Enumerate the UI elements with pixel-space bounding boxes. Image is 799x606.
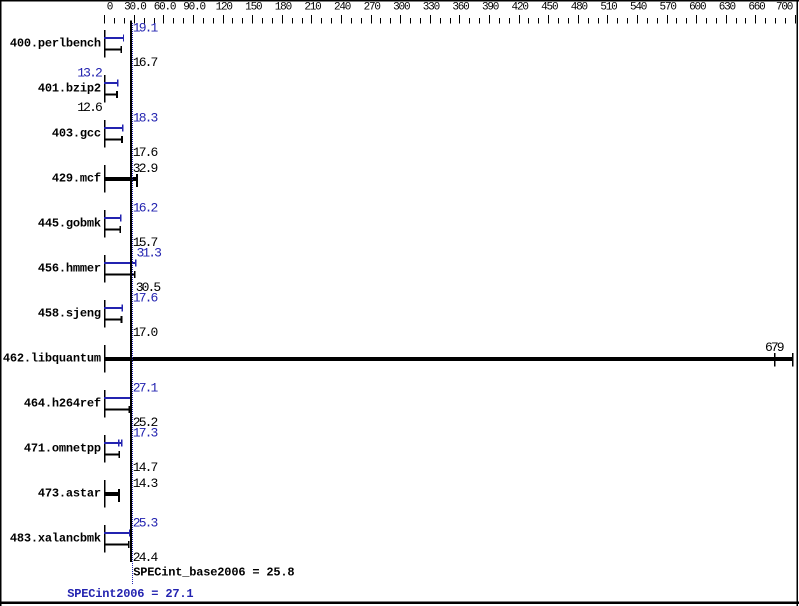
svg-text:600: 600 (689, 2, 706, 14)
svg-text:31.3: 31.3 (136, 246, 161, 261)
svg-text:473.astar: 473.astar (38, 487, 101, 501)
svg-text:300: 300 (393, 2, 410, 14)
svg-text:540: 540 (630, 2, 647, 14)
svg-text:30.5: 30.5 (136, 280, 161, 295)
svg-text:400.perlbench: 400.perlbench (10, 37, 101, 51)
svg-text:480: 480 (571, 2, 588, 14)
svg-text:464.h264ref: 464.h264ref (24, 397, 101, 411)
svg-text:90.0: 90.0 (183, 2, 205, 14)
svg-text:14.3: 14.3 (133, 476, 158, 491)
svg-text:150: 150 (245, 2, 262, 14)
svg-text:660: 660 (748, 2, 765, 14)
svg-text:17.3: 17.3 (133, 426, 158, 441)
svg-text:210: 210 (304, 2, 321, 14)
svg-text:16.7: 16.7 (133, 55, 158, 70)
svg-text:27.1: 27.1 (133, 381, 159, 396)
svg-text:679: 679 (765, 340, 784, 355)
svg-text:SPECint2006 = 27.1: SPECint2006 = 27.1 (67, 587, 193, 601)
svg-text:390: 390 (482, 2, 499, 14)
svg-text:360: 360 (452, 2, 469, 14)
svg-text:471.omnetpp: 471.omnetpp (24, 442, 101, 456)
svg-text:14.7: 14.7 (133, 460, 158, 475)
svg-text:510: 510 (600, 2, 617, 14)
svg-text:270: 270 (364, 2, 381, 14)
svg-text:SPECint_base2006 = 25.8: SPECint_base2006 = 25.8 (133, 565, 294, 579)
svg-text:429.mcf: 429.mcf (52, 172, 101, 186)
svg-text:401.bzip2: 401.bzip2 (38, 82, 101, 96)
svg-text:19.1: 19.1 (133, 21, 159, 36)
svg-text:458.sjeng: 458.sjeng (38, 307, 101, 321)
svg-text:12.6: 12.6 (77, 100, 102, 115)
svg-text:24.4: 24.4 (133, 550, 159, 565)
svg-text:32.9: 32.9 (133, 161, 158, 176)
svg-text:570: 570 (660, 2, 677, 14)
svg-text:17.6: 17.6 (133, 145, 158, 160)
svg-text:13.2: 13.2 (77, 66, 102, 81)
svg-text:60.0: 60.0 (154, 2, 176, 14)
svg-text:420: 420 (512, 2, 529, 14)
svg-text:17.0: 17.0 (133, 325, 158, 340)
svg-text:25.3: 25.3 (133, 516, 158, 531)
svg-text:456.hmmer: 456.hmmer (38, 262, 101, 276)
svg-text:445.gobmk: 445.gobmk (38, 217, 101, 231)
svg-text:15.7: 15.7 (133, 235, 158, 250)
svg-text:17.6: 17.6 (133, 291, 158, 306)
svg-text:630: 630 (719, 2, 736, 14)
svg-text:462.libquantum: 462.libquantum (3, 352, 101, 366)
svg-text:450: 450 (541, 2, 558, 14)
svg-text:25.2: 25.2 (133, 415, 158, 430)
svg-text:483.xalancbmk: 483.xalancbmk (10, 532, 101, 546)
svg-text:403.gcc: 403.gcc (52, 127, 101, 141)
svg-text:30.0: 30.0 (124, 2, 146, 14)
svg-text:16.2: 16.2 (133, 201, 158, 216)
svg-text:120: 120 (216, 2, 233, 14)
svg-text:700: 700 (776, 2, 793, 14)
svg-text:18.3: 18.3 (133, 111, 158, 126)
svg-text:0: 0 (107, 2, 113, 14)
svg-text:240: 240 (334, 2, 351, 14)
svg-text:180: 180 (275, 2, 292, 14)
svg-text:330: 330 (423, 2, 440, 14)
